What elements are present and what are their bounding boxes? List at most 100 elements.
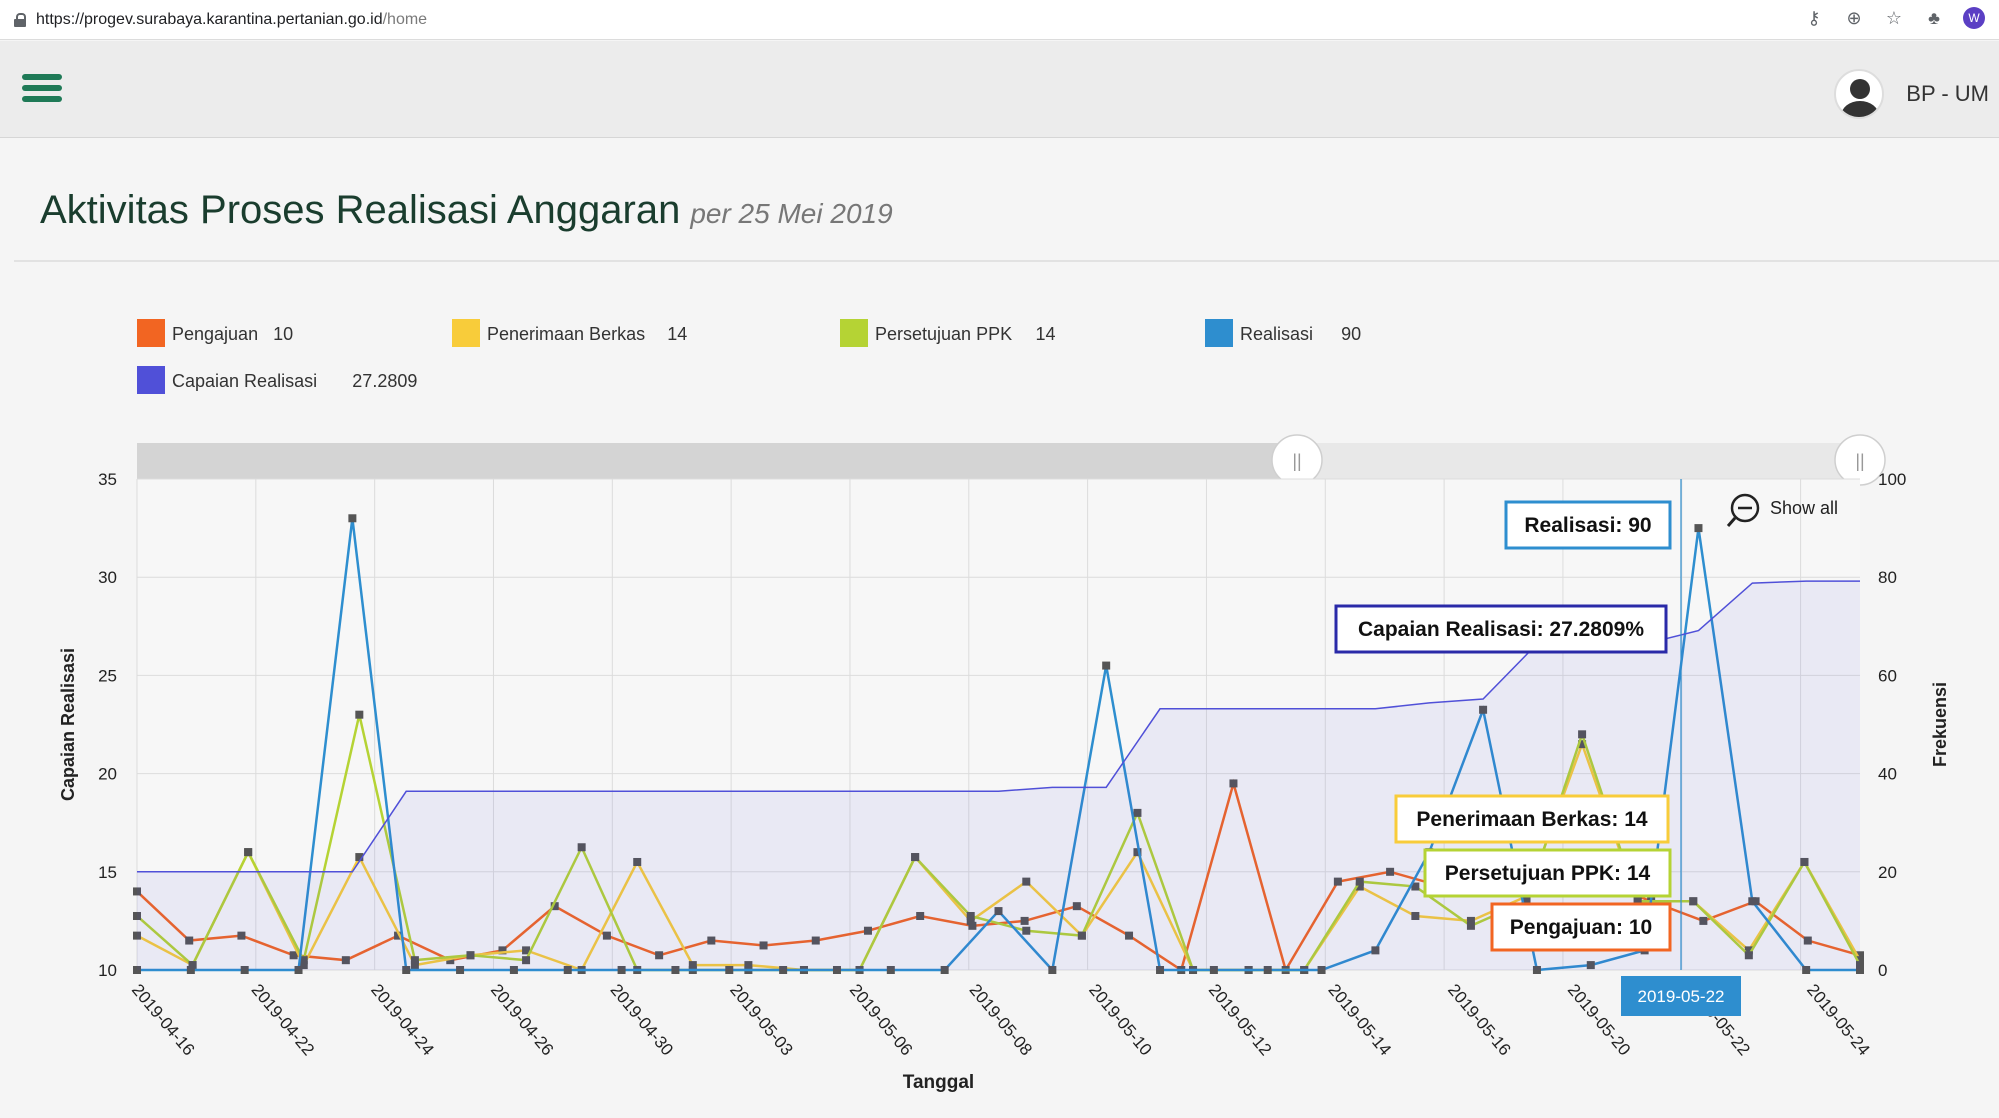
series-point-2-23[interactable]: [1411, 882, 1420, 891]
series-point-3-26[interactable]: [1532, 966, 1541, 974]
series-line-1[interactable]: [136, 740, 1862, 972]
series-point-0-21[interactable]: [1229, 779, 1238, 788]
series-point-2-18[interactable]: [1133, 808, 1142, 817]
series-point-0-8[interactable]: [550, 902, 559, 911]
series-point-2-4[interactable]: [355, 710, 364, 719]
menu-icon[interactable]: [22, 74, 62, 108]
series-point-2-5[interactable]: [410, 956, 419, 965]
series-point-3-4[interactable]: [348, 514, 357, 523]
series-point-3-9[interactable]: [617, 966, 626, 974]
series-point-0-18[interactable]: [1072, 902, 1081, 911]
series-point-3-8[interactable]: [563, 966, 572, 974]
series-point-0-0[interactable]: [133, 887, 141, 896]
series-point-2-3[interactable]: [299, 956, 308, 965]
series-point-3-17[interactable]: [1048, 966, 1057, 974]
series-point-0-32[interactable]: [1803, 936, 1812, 945]
series-point-2-1[interactable]: [188, 961, 197, 970]
series-line-2[interactable]: [136, 714, 1862, 972]
series-point-3-25[interactable]: [1479, 705, 1488, 714]
series-point-2-14[interactable]: [911, 853, 920, 862]
series-point-2-31[interactable]: [1856, 961, 1864, 970]
series-point-0-23[interactable]: [1333, 877, 1342, 886]
series-point-3-7[interactable]: [509, 966, 518, 974]
series-point-3-6[interactable]: [456, 966, 465, 974]
series-point-3-31[interactable]: [1802, 966, 1811, 974]
series-point-1-31[interactable]: [1856, 956, 1864, 965]
series-point-2-28[interactable]: [1689, 897, 1698, 906]
range-scroller-selected[interactable]: [137, 443, 1297, 479]
series-point-1-3[interactable]: [299, 961, 308, 970]
series-point-1-22[interactable]: [1355, 882, 1364, 891]
series-point-3-16[interactable]: [994, 907, 1003, 916]
series-point-2-17[interactable]: [1077, 931, 1086, 940]
series-point-3-11[interactable]: [725, 966, 734, 974]
series-point-0-33[interactable]: [1856, 951, 1864, 960]
series-point-2-26[interactable]: [1578, 730, 1587, 739]
series-point-2-30[interactable]: [1800, 857, 1809, 866]
legend-swatch-1[interactable]: [452, 319, 480, 347]
series-point-1-24[interactable]: [1466, 916, 1475, 925]
key-icon[interactable]: ⚷: [1807, 8, 1821, 28]
series-point-1-0[interactable]: [133, 931, 141, 940]
series-point-2-0[interactable]: [133, 911, 141, 920]
series-point-1-4[interactable]: [355, 853, 364, 862]
series-point-3-12[interactable]: [779, 966, 788, 974]
series-point-3-5[interactable]: [402, 966, 411, 974]
legend-swatch-0[interactable]: [137, 319, 165, 347]
series-point-3-19[interactable]: [1156, 966, 1165, 974]
series-point-2-24[interactable]: [1466, 921, 1475, 930]
profile-avatar[interactable]: W: [1963, 7, 1985, 29]
series-point-2-15[interactable]: [966, 911, 975, 920]
user-menu[interactable]: BP - UM: [1834, 69, 1989, 119]
extension-icon[interactable]: ♣: [1928, 8, 1940, 28]
series-point-3-3[interactable]: [294, 966, 303, 974]
series-point-0-2[interactable]: [237, 931, 246, 940]
series-point-0-4[interactable]: [341, 956, 350, 965]
series-point-3-14[interactable]: [886, 966, 895, 974]
series-point-1-26[interactable]: [1578, 740, 1587, 749]
series-point-2-7[interactable]: [522, 956, 531, 965]
series-point-2-2[interactable]: [244, 848, 253, 857]
series-point-2-6[interactable]: [466, 951, 475, 960]
series-point-3-15[interactable]: [940, 966, 949, 974]
series-point-3-32[interactable]: [1856, 966, 1864, 974]
series-point-0-6[interactable]: [446, 956, 455, 965]
series-point-0-16[interactable]: [968, 921, 977, 930]
series-point-1-7[interactable]: [522, 946, 531, 955]
series-point-3-10[interactable]: [671, 966, 680, 974]
series-point-3-20[interactable]: [1209, 966, 1218, 974]
series-point-2-29[interactable]: [1744, 951, 1753, 960]
series-point-0-3[interactable]: [289, 951, 298, 960]
series-point-3-22[interactable]: [1317, 966, 1326, 974]
series-point-2-27[interactable]: [1633, 897, 1642, 906]
series-point-3-0[interactable]: [133, 966, 141, 974]
series-point-0-30[interactable]: [1699, 916, 1708, 925]
legend-swatch-3[interactable]: [1205, 319, 1233, 347]
series-point-0-1[interactable]: [185, 936, 194, 945]
star-icon[interactable]: ☆: [1885, 8, 1903, 28]
series-point-3-18[interactable]: [1102, 661, 1111, 670]
series-point-0-15[interactable]: [916, 911, 925, 920]
series-point-0-14[interactable]: [863, 926, 872, 935]
series-point-2-25[interactable]: [1522, 897, 1531, 906]
series-point-3-30[interactable]: [1748, 897, 1757, 906]
series-point-0-17[interactable]: [1020, 916, 1029, 925]
series-point-1-29[interactable]: [1744, 946, 1753, 955]
series-point-0-11[interactable]: [707, 936, 716, 945]
series-point-0-24[interactable]: [1386, 867, 1395, 876]
series-point-3-21[interactable]: [1263, 966, 1272, 974]
series-point-1-10[interactable]: [688, 961, 697, 970]
series-point-3-1[interactable]: [186, 966, 195, 974]
zoom-icon[interactable]: ⊕: [1846, 8, 1862, 28]
series-point-3-2[interactable]: [240, 966, 249, 974]
series-point-3-29[interactable]: [1694, 524, 1703, 533]
legend-swatch-2[interactable]: [840, 319, 868, 347]
series-point-0-19[interactable]: [1125, 931, 1134, 940]
series-point-3-27[interactable]: [1586, 961, 1595, 970]
series-point-1-9[interactable]: [633, 857, 642, 866]
series-point-1-18[interactable]: [1133, 848, 1142, 857]
series-point-1-23[interactable]: [1411, 911, 1420, 920]
series-point-0-9[interactable]: [602, 931, 611, 940]
address-bar[interactable]: https://progev.surabaya.karantina.pertan…: [14, 8, 1974, 32]
zoom-out-icon[interactable]: [1730, 493, 1760, 523]
